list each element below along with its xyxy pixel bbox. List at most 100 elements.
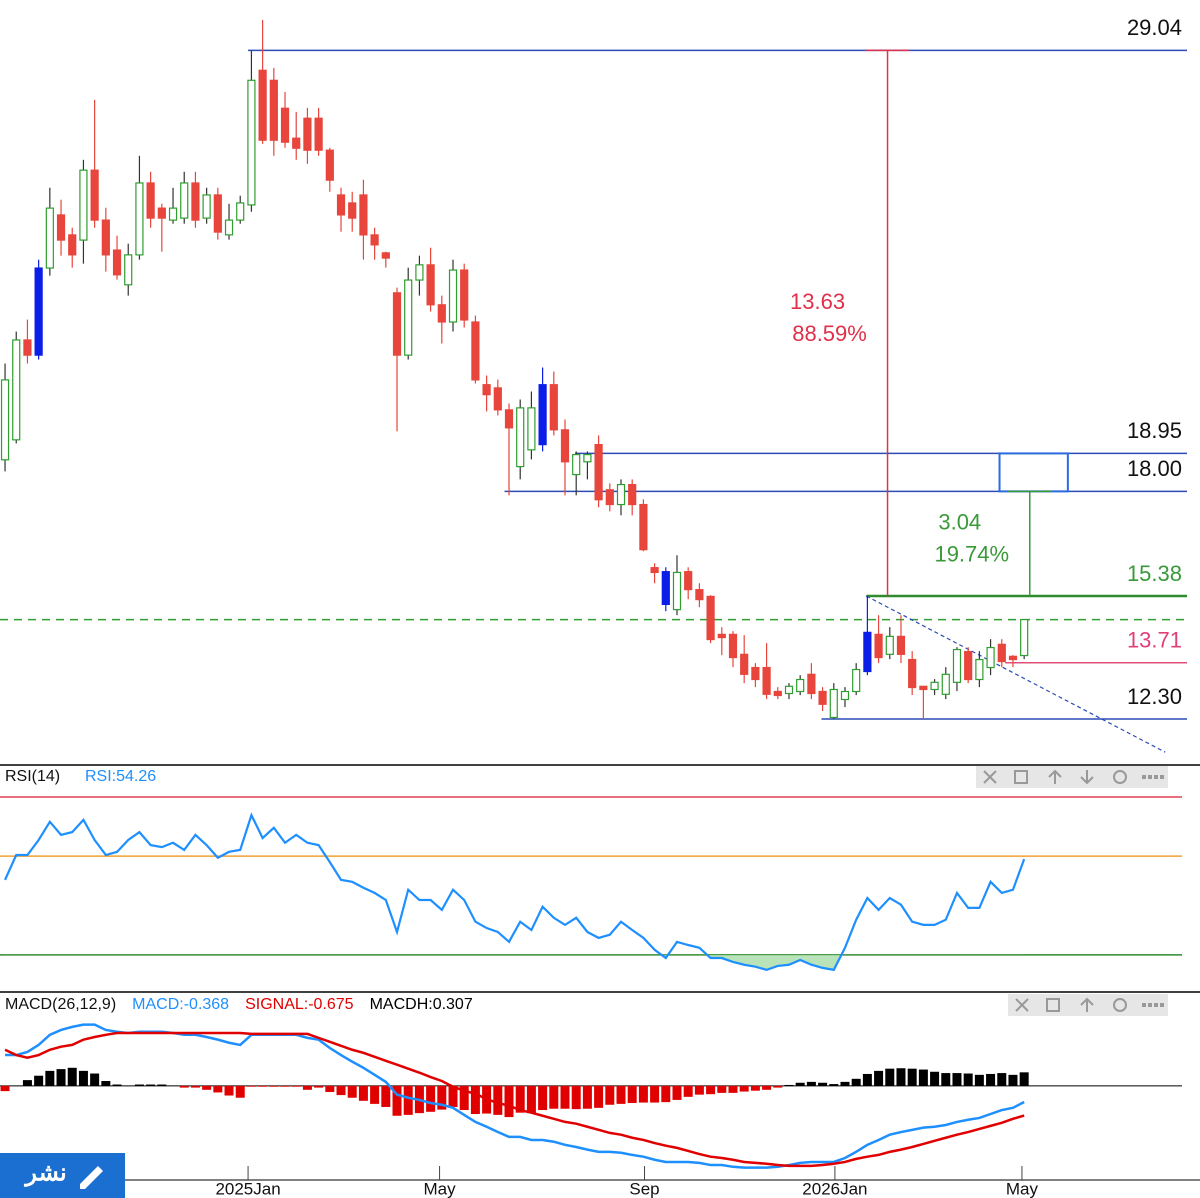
candle-body	[504, 409, 514, 429]
histogram-bar	[896, 1068, 906, 1086]
maximize-icon[interactable]	[1046, 998, 1060, 1012]
candle-body	[34, 267, 43, 356]
candle-body	[236, 202, 245, 221]
watermark: نشر	[0, 1153, 125, 1198]
histogram-bar	[717, 1085, 727, 1093]
histogram-bar	[269, 1085, 279, 1087]
candle-body	[359, 194, 368, 236]
histogram-bar	[280, 1085, 290, 1087]
up-icon[interactable]	[1048, 769, 1062, 784]
candle-body	[896, 635, 906, 655]
candle-body	[572, 454, 581, 476]
candle-body	[258, 69, 267, 141]
histogram-bar	[616, 1085, 626, 1104]
histogram-bar	[549, 1085, 559, 1109]
candle-body	[1008, 655, 1018, 661]
histogram-bar	[538, 1085, 548, 1111]
candle-body	[829, 688, 838, 719]
histogram-bar	[493, 1085, 503, 1115]
candle-body	[482, 384, 491, 396]
candle-body	[392, 292, 402, 356]
histogram-bar	[795, 1082, 805, 1086]
candle-body	[650, 567, 659, 574]
histogram-bar	[56, 1069, 66, 1086]
histogram-bar	[134, 1084, 144, 1086]
histogram-bar	[638, 1085, 648, 1103]
legend-value: RSI:54.26	[85, 768, 156, 785]
histogram-bar	[582, 1085, 592, 1109]
candle-body	[224, 219, 234, 236]
candle-body	[213, 194, 222, 233]
histogram-bar	[358, 1085, 368, 1101]
measure-percent: 88.59%	[792, 321, 867, 346]
histogram-bar	[90, 1073, 100, 1086]
candle-body	[90, 169, 99, 221]
settings-icon[interactable]	[1113, 770, 1127, 784]
histogram-bar	[0, 1085, 10, 1092]
candle-body	[415, 264, 424, 281]
candle-body	[448, 269, 458, 323]
close-icon[interactable]	[1015, 998, 1029, 1012]
toolbar-bg	[976, 766, 1168, 788]
histogram-bar	[650, 1085, 660, 1103]
candle-body	[314, 117, 323, 151]
histogram-bar	[974, 1074, 984, 1086]
measure-percent: 19.74%	[934, 542, 1009, 567]
candle-body	[426, 264, 435, 306]
candle-body	[493, 387, 502, 411]
histogram-bar	[661, 1085, 671, 1103]
down-icon[interactable]	[1080, 770, 1094, 785]
maximize-icon[interactable]	[1014, 770, 1028, 784]
trend-line	[865, 595, 1166, 753]
histogram-bar	[739, 1085, 749, 1092]
candle-body	[325, 149, 334, 181]
histogram-bar	[963, 1073, 973, 1086]
histogram-bar	[381, 1085, 391, 1107]
candle-body	[796, 678, 805, 693]
histogram-bar	[762, 1085, 772, 1090]
watermark-text: نشر	[23, 1159, 66, 1187]
histogram-bar	[594, 1085, 604, 1108]
histogram-bar	[448, 1085, 458, 1107]
settings-icon[interactable]	[1113, 998, 1127, 1012]
histogram-bar	[560, 1085, 570, 1109]
candle-body	[908, 658, 917, 689]
candle-body	[605, 489, 614, 506]
histogram-bar	[190, 1085, 200, 1088]
candle-body	[919, 685, 928, 691]
candle-body	[560, 429, 570, 463]
candle-body	[941, 673, 950, 695]
candle-body	[460, 269, 469, 321]
histogram-bar	[34, 1075, 44, 1086]
candle-body	[997, 643, 1006, 663]
histogram-bar	[235, 1085, 245, 1098]
candle-body	[930, 681, 939, 691]
candle-body	[885, 635, 894, 655]
candle-body	[79, 169, 88, 241]
legend-value: MACD:-0.368	[132, 996, 229, 1013]
histogram-bar	[179, 1085, 189, 1088]
candle-body	[751, 666, 760, 681]
histogram-bar	[706, 1085, 716, 1095]
close-icon[interactable]	[983, 770, 997, 784]
candle-body	[695, 589, 704, 601]
candle-body	[672, 571, 682, 611]
histogram-bar	[291, 1085, 301, 1087]
candle-body	[135, 182, 144, 256]
histogram-bar	[918, 1069, 928, 1086]
histogram-bar	[459, 1085, 469, 1111]
candle-body	[807, 673, 816, 695]
candle-body	[45, 207, 54, 269]
candle-body	[840, 690, 850, 701]
histogram-bar	[526, 1085, 536, 1114]
histogram-bar	[45, 1070, 55, 1086]
candle-body	[168, 207, 178, 221]
candle-body	[56, 214, 66, 241]
histogram-bar	[818, 1082, 828, 1086]
histogram-bar	[683, 1085, 693, 1097]
histogram-bar	[437, 1085, 447, 1110]
candle-body	[68, 234, 77, 256]
up-icon[interactable]	[1080, 997, 1094, 1012]
candle-body	[706, 595, 715, 641]
